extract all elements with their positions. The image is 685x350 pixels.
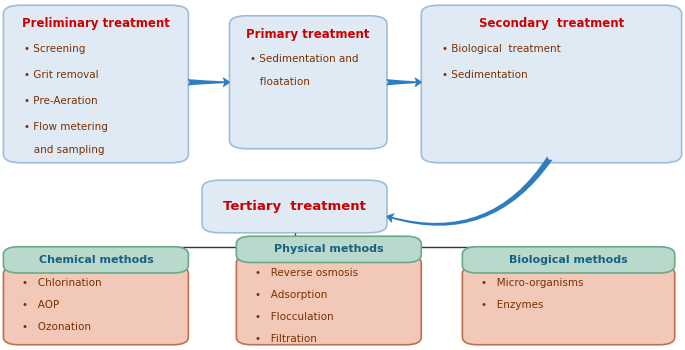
Text: • Sedimentation and: • Sedimentation and: [250, 54, 358, 64]
Text: •   Chlorination: • Chlorination: [22, 278, 101, 288]
Text: •   Ozonation: • Ozonation: [22, 322, 91, 332]
Text: Chemical methods: Chemical methods: [38, 255, 153, 265]
Text: • Sedimentation: • Sedimentation: [442, 70, 527, 80]
Text: Tertiary  treatment: Tertiary treatment: [223, 200, 366, 213]
Text: • Pre-Aeration: • Pre-Aeration: [24, 96, 97, 106]
Text: • Flow metering: • Flow metering: [24, 122, 108, 133]
Text: Biological methods: Biological methods: [509, 255, 628, 265]
Text: floatation: floatation: [250, 77, 310, 87]
FancyBboxPatch shape: [3, 5, 188, 163]
Text: •   Filtration: • Filtration: [255, 334, 316, 344]
Text: •   Micro-organisms: • Micro-organisms: [481, 278, 584, 288]
FancyBboxPatch shape: [236, 256, 421, 345]
Text: and sampling: and sampling: [24, 145, 105, 155]
FancyBboxPatch shape: [421, 5, 682, 163]
Text: • Grit removal: • Grit removal: [24, 70, 99, 80]
FancyBboxPatch shape: [3, 266, 188, 345]
Text: • Screening: • Screening: [24, 44, 86, 54]
Text: •   Reverse osmosis: • Reverse osmosis: [255, 268, 358, 278]
Text: •   Flocculation: • Flocculation: [255, 312, 334, 322]
Text: •   Adsorption: • Adsorption: [255, 290, 327, 300]
FancyBboxPatch shape: [202, 180, 387, 233]
Text: Preliminary treatment: Preliminary treatment: [22, 18, 170, 30]
FancyBboxPatch shape: [229, 16, 387, 149]
Text: Secondary  treatment: Secondary treatment: [479, 18, 624, 30]
FancyBboxPatch shape: [462, 266, 675, 345]
Text: Physical methods: Physical methods: [274, 244, 384, 254]
Text: Primary treatment: Primary treatment: [247, 28, 370, 41]
FancyBboxPatch shape: [462, 247, 675, 273]
FancyBboxPatch shape: [236, 236, 421, 262]
FancyBboxPatch shape: [3, 247, 188, 273]
Text: •   AOP: • AOP: [22, 300, 59, 310]
Text: • Biological  treatment: • Biological treatment: [442, 44, 560, 54]
Text: •   Enzymes: • Enzymes: [481, 300, 543, 310]
